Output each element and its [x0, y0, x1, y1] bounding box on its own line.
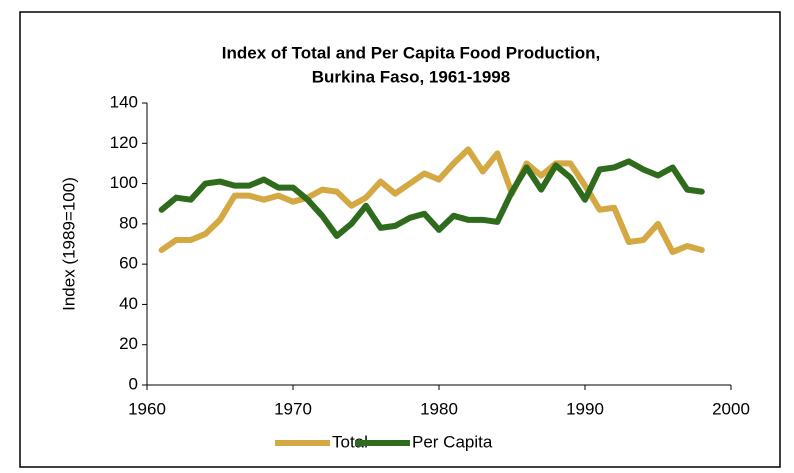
x-tick-label: 1990 [566, 399, 604, 418]
x-tick-label: 2000 [712, 399, 750, 418]
line-series [158, 158, 705, 239]
y-tick-label: 40 [119, 294, 138, 313]
y-tick-label: 80 [119, 213, 138, 232]
y-tick-label: 0 [129, 374, 138, 393]
x-tick-label: 1970 [274, 399, 312, 418]
x-tick-label: 1980 [420, 399, 458, 418]
y-tick-label: 20 [119, 334, 138, 353]
y-axis-label: Index (1989=100) [59, 177, 78, 311]
x-tick-label: 1960 [128, 399, 166, 418]
chart-title: Burkina Faso, 1961-1998 [312, 67, 510, 86]
y-tick-label: 100 [110, 173, 138, 192]
legend-label: Total [332, 432, 368, 451]
y-tick-label: 60 [119, 254, 138, 273]
y-tick-label: 120 [110, 133, 138, 152]
y-tick-label: 140 [110, 92, 138, 111]
legend-label: Per Capita [412, 432, 493, 451]
chart-title: Index of Total and Per Capita Food Produ… [222, 43, 600, 62]
line-series [158, 146, 705, 256]
